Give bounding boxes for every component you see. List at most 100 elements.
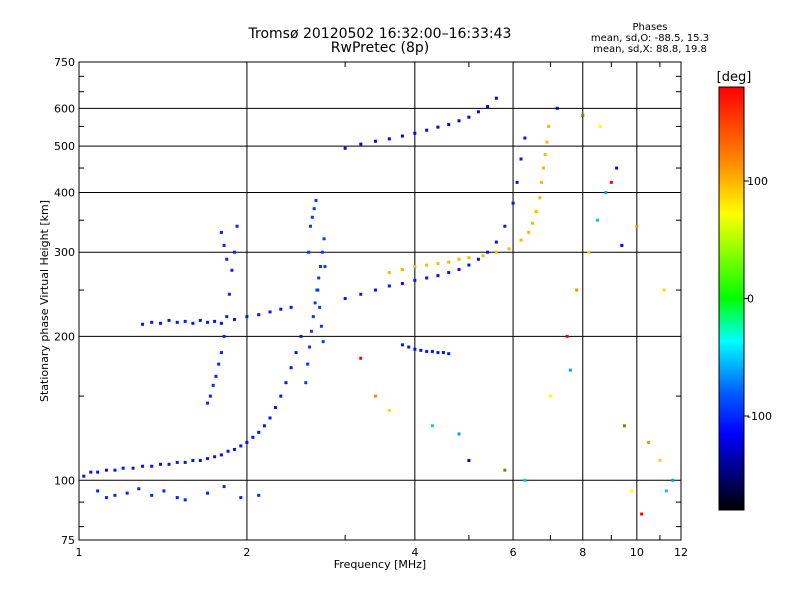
data-point xyxy=(436,262,440,266)
data-point xyxy=(219,321,223,325)
y-axis-ticks: 75 100 200 300 400 500 600 750 xyxy=(54,56,681,547)
data-point xyxy=(206,491,210,495)
data-point xyxy=(387,284,391,288)
data-point xyxy=(413,347,417,351)
data-point xyxy=(306,362,310,366)
colorbar-tick-label: -100 xyxy=(747,410,772,423)
chart-title: Tromsø 20120502 16:32:00–16:33:43 xyxy=(248,26,512,42)
data-point xyxy=(671,478,675,482)
data-point xyxy=(141,322,145,326)
data-point xyxy=(530,221,534,225)
data-point xyxy=(604,190,608,194)
data-point xyxy=(198,458,202,462)
data-point xyxy=(630,489,634,493)
data-point xyxy=(565,334,569,338)
data-point xyxy=(125,491,129,495)
data-point xyxy=(121,466,125,470)
data-point xyxy=(319,265,323,269)
data-point xyxy=(113,468,117,472)
data-point xyxy=(175,460,179,464)
data-point xyxy=(447,352,451,356)
data-point xyxy=(211,383,215,387)
data-point xyxy=(308,345,312,349)
data-point xyxy=(419,348,423,352)
data-point xyxy=(425,128,429,132)
data-point xyxy=(543,153,547,157)
data-point xyxy=(359,292,363,296)
chart-subtitle: RwPretec (8p) xyxy=(330,40,430,56)
data-point xyxy=(96,489,100,493)
data-point xyxy=(664,489,668,493)
data-point xyxy=(311,315,315,319)
data-point xyxy=(257,430,261,434)
data-point xyxy=(279,307,283,311)
data-point xyxy=(113,493,117,497)
data-point xyxy=(230,268,234,272)
data-point xyxy=(457,257,461,261)
data-point xyxy=(307,250,311,254)
data-point xyxy=(519,157,523,161)
data-point xyxy=(309,329,313,333)
data-point xyxy=(304,381,308,385)
data-point xyxy=(227,292,231,296)
data-point xyxy=(225,257,229,261)
x-tick-label: 6 xyxy=(510,546,517,559)
data-point xyxy=(494,240,498,244)
data-point xyxy=(343,297,347,301)
data-point xyxy=(441,351,445,355)
data-point xyxy=(534,210,538,214)
data-point xyxy=(622,424,626,428)
data-point xyxy=(662,288,666,292)
data-point xyxy=(620,243,624,247)
data-point xyxy=(575,288,579,292)
y-axis-label: Stationary phase Virtual Height [km] xyxy=(38,200,51,402)
data-point xyxy=(183,319,187,323)
data-point xyxy=(359,142,363,146)
data-point xyxy=(268,310,272,314)
data-point xyxy=(319,324,323,328)
data-point xyxy=(400,343,404,347)
data-point xyxy=(299,334,303,338)
data-point xyxy=(312,207,316,211)
data-point xyxy=(251,435,255,439)
data-point xyxy=(598,124,602,128)
data-point xyxy=(486,105,490,109)
data-point xyxy=(457,432,461,436)
data-point xyxy=(425,276,429,280)
data-point xyxy=(436,274,440,278)
data-point xyxy=(104,468,108,472)
data-point xyxy=(206,457,210,461)
grid-lines xyxy=(79,62,681,540)
data-point xyxy=(476,110,480,114)
data-point xyxy=(447,271,451,275)
data-point xyxy=(222,485,226,489)
data-point xyxy=(538,196,542,200)
colorbar-label: [deg] xyxy=(717,70,752,85)
data-point xyxy=(226,449,230,453)
data-point xyxy=(183,460,187,464)
data-point xyxy=(245,440,249,444)
data-point xyxy=(545,140,549,144)
data-point xyxy=(175,496,179,500)
data-point xyxy=(219,230,223,234)
data-point xyxy=(213,455,217,459)
data-point xyxy=(268,416,272,420)
data-point xyxy=(219,351,223,355)
data-point xyxy=(457,268,461,272)
data-point xyxy=(425,263,429,267)
data-point xyxy=(541,166,545,170)
data-point xyxy=(658,458,662,462)
data-point xyxy=(284,381,288,385)
data-point xyxy=(162,489,166,493)
colorbar-ticks: 100 0 -100 xyxy=(744,175,772,423)
data-point xyxy=(183,498,187,502)
phases-title: Phases xyxy=(632,22,668,33)
data-point xyxy=(321,340,325,344)
data-point xyxy=(387,408,391,412)
x-tick-label: 10 xyxy=(630,546,644,559)
data-point xyxy=(387,137,391,141)
data-point xyxy=(239,444,243,448)
data-point xyxy=(595,218,599,222)
data-point xyxy=(486,250,490,254)
